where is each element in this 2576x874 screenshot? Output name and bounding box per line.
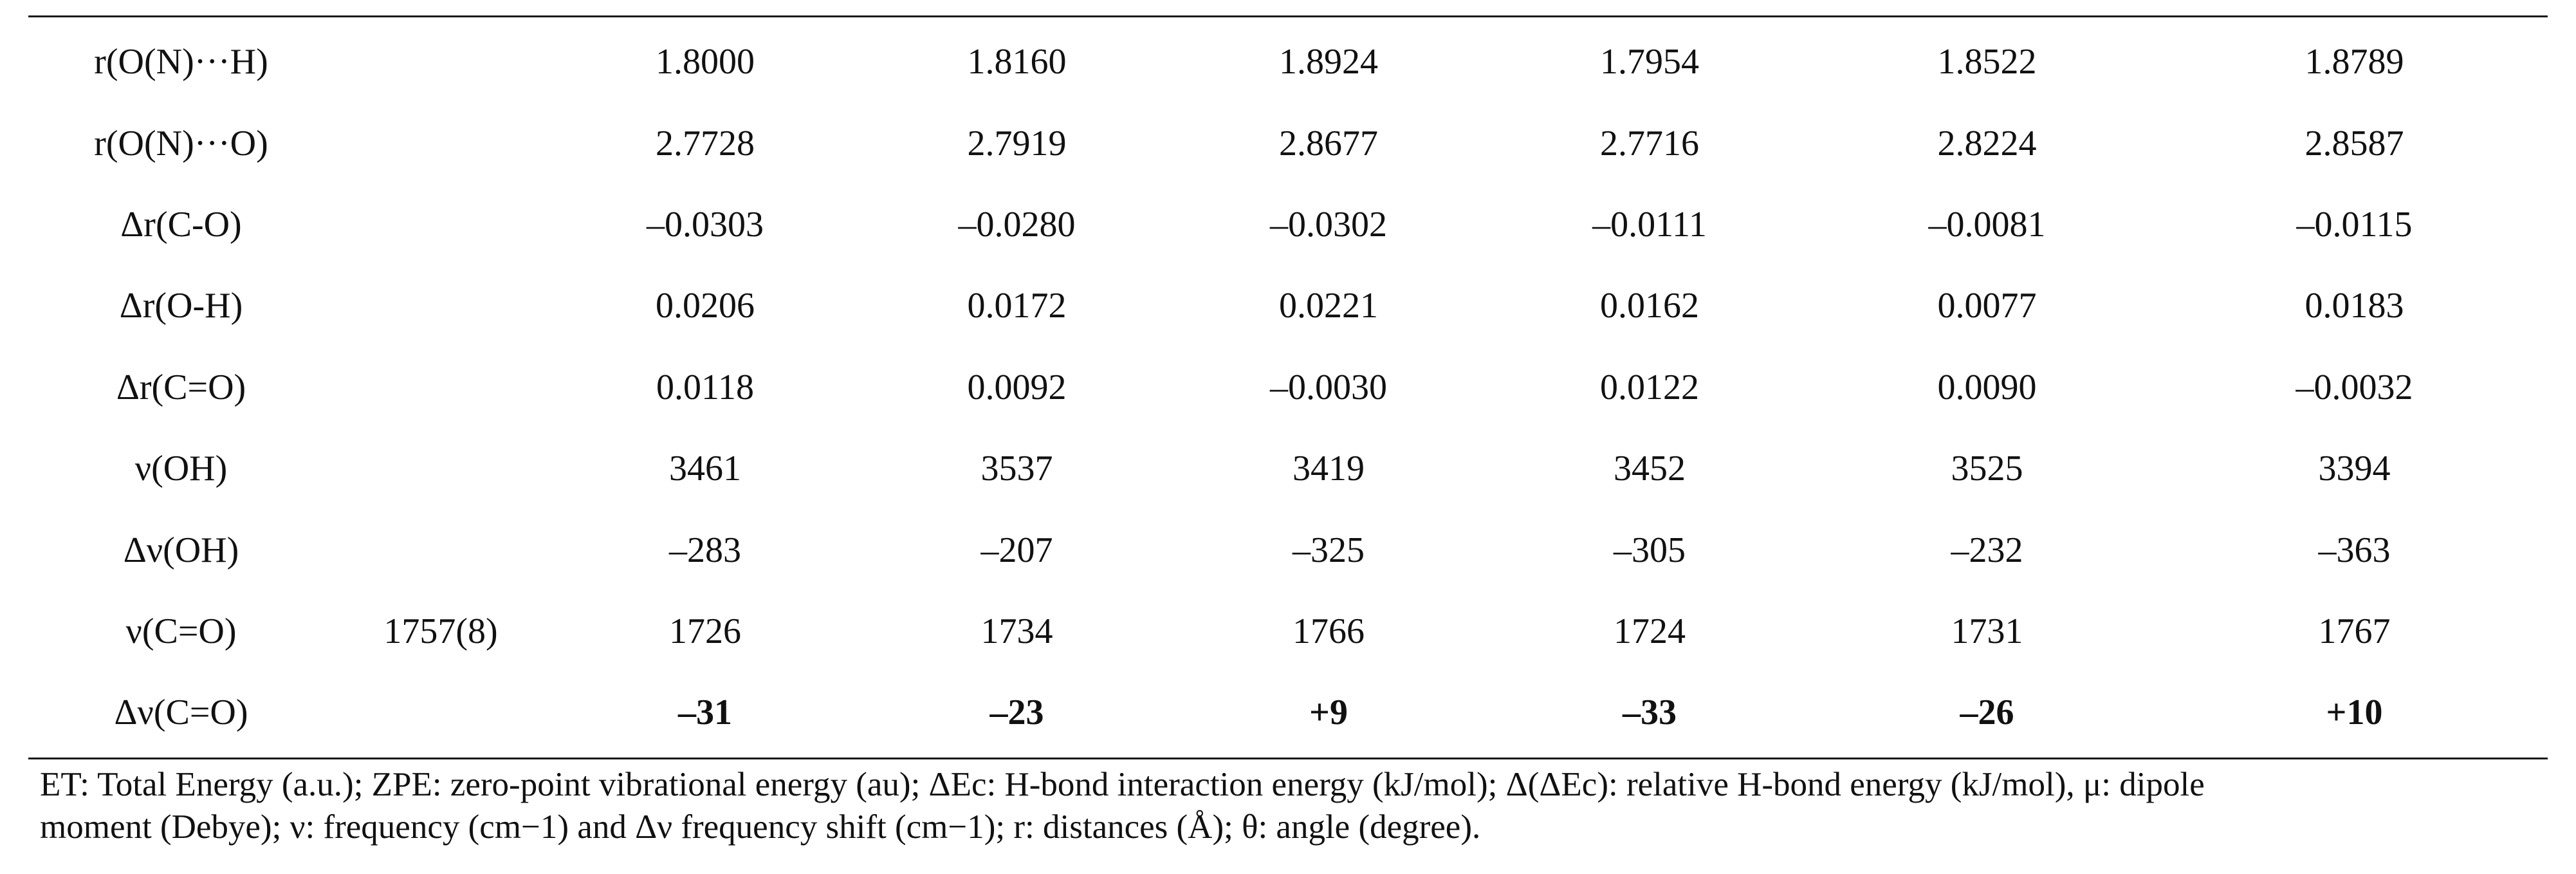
table-cell: –0.0303 bbox=[647, 204, 764, 245]
table-cell: 3419 bbox=[1293, 449, 1365, 489]
table-row: r(O(N)···O) 2.7728 2.7919 2.8677 2.7716 2.822… bbox=[28, 102, 2548, 183]
table-cell: 3394 bbox=[2318, 449, 2391, 489]
table-cell: –0.0032 bbox=[2295, 367, 2413, 407]
table-cell: 0.0162 bbox=[1600, 286, 1699, 326]
reference-value-cell bbox=[334, 509, 547, 590]
table-cell: +10 bbox=[2326, 693, 2383, 733]
footnote-line-1-text: ET: Total Energy (a.u.); ZPE: zero-point… bbox=[40, 766, 2205, 803]
table-bottom-rule bbox=[28, 757, 2548, 759]
table-row: ν(OH) 3461 3537 3419 3452 3525 3394 bbox=[28, 428, 2548, 509]
table-footnote: ET: Total Energy (a.u.); ZPE: zero-point… bbox=[40, 763, 2543, 848]
table-cell: –26 bbox=[1960, 693, 2014, 733]
table-cell: 0.0118 bbox=[656, 367, 754, 407]
table-cell: 3525 bbox=[1951, 449, 2023, 489]
table-top-rule bbox=[28, 15, 2548, 17]
reference-value-cell bbox=[334, 347, 547, 428]
reference-value-cell: 1757(8) bbox=[383, 611, 498, 651]
reference-value-cell bbox=[334, 21, 547, 102]
table-cell: 0.0090 bbox=[1937, 367, 2037, 407]
table-cell: 0.0077 bbox=[1937, 286, 2037, 326]
table-cell: 0.0172 bbox=[967, 286, 1067, 326]
data-table-container: r(O(N)···H) 1.8000 1.8160 1.8924 1.7954 1.852… bbox=[28, 15, 2548, 759]
table-cell: 1.8000 bbox=[656, 42, 755, 82]
row-label: Δr(O-H) bbox=[119, 286, 243, 326]
table-row: Δr(O-H) 0.0206 0.0172 0.0221 0.0162 0.0077 0.0… bbox=[28, 265, 2548, 346]
table-cell: 2.8677 bbox=[1279, 123, 1378, 163]
table-cell: 1766 bbox=[1293, 611, 1365, 651]
table-cell: 1724 bbox=[1614, 611, 1686, 651]
table-row: Δν(C=O) –31 –23 +9 –33 –26 +10 bbox=[28, 672, 2548, 753]
row-label: Δν(C=O) bbox=[114, 693, 248, 733]
footnote-line-2-text: moment (Debye); ν: frequency (cm−1) and … bbox=[40, 808, 1481, 846]
row-label: ν(C=O) bbox=[125, 611, 237, 651]
footnote-line-2: moment (Debye); ν: frequency (cm−1) and … bbox=[40, 806, 2543, 848]
reference-value-cell bbox=[334, 184, 547, 265]
table-cell: 0.0206 bbox=[656, 286, 755, 326]
table-cell: 1.7954 bbox=[1600, 42, 1699, 82]
table-cell: 0.0221 bbox=[1279, 286, 1378, 326]
data-table: r(O(N)···H) 1.8000 1.8160 1.8924 1.7954 1.852… bbox=[28, 21, 2548, 754]
table-cell: 2.8587 bbox=[2305, 123, 2404, 163]
table-cell: +9 bbox=[1309, 693, 1348, 733]
table-cell: 1734 bbox=[980, 611, 1053, 651]
table-cell: 1731 bbox=[1951, 611, 2023, 651]
table-cell: –363 bbox=[2318, 530, 2391, 570]
table-cell: 1.8522 bbox=[1937, 42, 2037, 82]
reference-value-cell bbox=[334, 265, 547, 346]
row-label: Δr(C=O) bbox=[116, 367, 246, 407]
table-cell: –0.0115 bbox=[2296, 204, 2413, 245]
reference-value-cell bbox=[334, 428, 547, 509]
table-cell: –283 bbox=[669, 530, 741, 570]
table-cell: 2.8224 bbox=[1937, 123, 2037, 163]
table-cell: –207 bbox=[980, 530, 1053, 570]
reference-value-cell bbox=[334, 102, 547, 183]
row-label: Δr(C-O) bbox=[120, 204, 242, 245]
row-label: r(O(N)···H) bbox=[94, 42, 268, 82]
table-cell: 0.0183 bbox=[2305, 286, 2404, 326]
table-row: r(O(N)···H) 1.8000 1.8160 1.8924 1.7954 1.852… bbox=[28, 21, 2548, 102]
table-cell: 3461 bbox=[669, 449, 741, 489]
table-cell: –0.0030 bbox=[1270, 367, 1387, 407]
table-cell: –23 bbox=[989, 693, 1044, 733]
table-cell: –0.0111 bbox=[1592, 204, 1707, 245]
table-cell: –31 bbox=[678, 693, 732, 733]
row-label: r(O(N)···O) bbox=[94, 123, 268, 163]
table-cell: –305 bbox=[1614, 530, 1686, 570]
table-cell: 1.8160 bbox=[967, 42, 1067, 82]
table-cell: 2.7728 bbox=[656, 123, 755, 163]
table-cell: –0.0081 bbox=[1928, 204, 2046, 245]
table-row: ν(C=O) 1757(8) 1726 1734 1766 1724 1731 1767 bbox=[28, 591, 2548, 672]
footnote-line-1: ET: Total Energy (a.u.); ZPE: zero-point… bbox=[40, 763, 2543, 806]
table-cell: –325 bbox=[1293, 530, 1365, 570]
table-cell: 1767 bbox=[2318, 611, 2391, 651]
table-cell: –232 bbox=[1951, 530, 2023, 570]
table-cell: 2.7716 bbox=[1600, 123, 1699, 163]
table-cell: 1726 bbox=[669, 611, 741, 651]
table-cell: 0.0122 bbox=[1600, 367, 1699, 407]
table-cell: –33 bbox=[1623, 693, 1677, 733]
table-cell: –0.0302 bbox=[1270, 204, 1387, 245]
table-cell: 2.7919 bbox=[967, 123, 1067, 163]
table-cell: 1.8924 bbox=[1279, 42, 1378, 82]
table-cell: –0.0280 bbox=[958, 204, 1076, 245]
table-body: r(O(N)···H) 1.8000 1.8160 1.8924 1.7954 1.852… bbox=[28, 21, 2548, 754]
table-cell: 3452 bbox=[1614, 449, 1686, 489]
table-cell: 3537 bbox=[980, 449, 1053, 489]
row-label: Δν(OH) bbox=[123, 530, 239, 570]
row-label: ν(OH) bbox=[134, 449, 228, 489]
table-cell: 1.8789 bbox=[2305, 42, 2404, 82]
table-cell: 0.0092 bbox=[967, 367, 1067, 407]
reference-value-cell bbox=[334, 672, 547, 753]
table-row: Δν(OH) –283 –207 –325 –305 –232 –363 bbox=[28, 509, 2548, 590]
table-row: Δr(C-O) –0.0303 –0.0280 –0.0302 –0.0111 –0.00… bbox=[28, 184, 2548, 265]
table-row: Δr(C=O) 0.0118 0.0092 –0.0030 0.0122 0.0090 –0… bbox=[28, 347, 2548, 428]
